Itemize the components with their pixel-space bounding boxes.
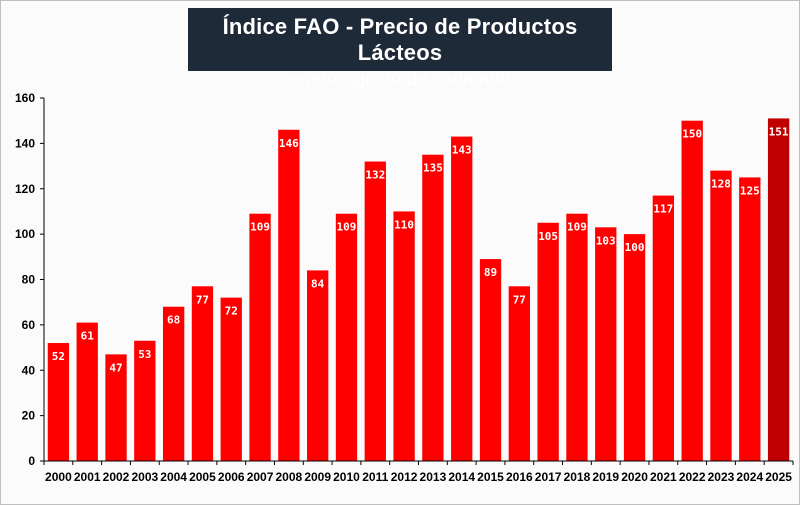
chart-title-box: Índice FAO - Precio de Productos Lácteos…: [188, 8, 612, 90]
bar: [162, 306, 185, 461]
x-tick-label: 2007: [247, 470, 274, 484]
data-label: 89: [484, 266, 497, 279]
data-label: 109: [337, 221, 357, 234]
y-tick-label: 120: [15, 182, 35, 196]
data-label: 77: [196, 293, 209, 306]
x-tick-label: 2005: [189, 470, 216, 484]
bar: [364, 161, 386, 461]
bar: [422, 154, 444, 461]
bar: [652, 195, 675, 461]
bar: [220, 297, 242, 461]
x-tick-label: 2021: [650, 470, 677, 484]
bar: [537, 222, 559, 461]
data-label: 47: [109, 361, 122, 374]
x-axis: 2000 2001 2002 2003 2004 2005 2006 2007 2008 2009…: [43, 460, 794, 484]
bar: [105, 354, 127, 461]
bars: 52 61 47 53 68 77 72 109 146 84 109 132 110 135 143 89 7…: [47, 118, 790, 461]
bar: [451, 136, 473, 461]
x-tick-label: 2018: [564, 470, 591, 484]
y-tick-label: 20: [22, 409, 36, 423]
chart-title: Índice FAO - Precio de Productos Lácteos: [222, 14, 578, 65]
data-label: 135: [423, 162, 443, 175]
data-label: 61: [81, 330, 95, 343]
x-tick-label: 2010: [333, 470, 360, 484]
x-tick-label: 2013: [420, 470, 447, 484]
bar: [134, 340, 156, 461]
x-tick-label: 2011: [362, 470, 388, 484]
x-tick-label: 2009: [304, 470, 331, 484]
bar: [710, 170, 732, 461]
data-label: 77: [513, 293, 526, 306]
data-label: 146: [279, 137, 299, 150]
bar: [335, 213, 358, 461]
bar: [76, 322, 98, 461]
bar: [566, 213, 588, 461]
x-tick-label: 2017: [535, 470, 562, 484]
y-tick-label: 140: [15, 136, 35, 150]
data-label: 117: [653, 203, 673, 216]
chart-subtitle: - enero-agosto de cada año -: [277, 69, 523, 90]
data-label: 151: [769, 125, 789, 138]
x-tick-label: 2001: [74, 470, 101, 484]
x-tick-label: 2016: [506, 470, 533, 484]
x-tick-label: 2023: [708, 470, 735, 484]
data-label: 109: [567, 221, 587, 234]
x-tick-label: 2008: [276, 470, 303, 484]
data-label: 109: [250, 221, 270, 234]
data-label: 52: [52, 350, 65, 363]
data-label: 100: [625, 241, 645, 254]
bar: [393, 211, 415, 461]
x-tick-label: 2004: [160, 470, 187, 484]
data-label: 103: [596, 234, 616, 247]
data-label: 105: [538, 230, 558, 243]
bar: [307, 270, 329, 461]
data-label: 68: [167, 314, 180, 327]
x-tick-label: 2014: [448, 470, 475, 484]
y-tick-label: 160: [15, 91, 35, 105]
x-tick-label: 2022: [679, 470, 706, 484]
bar: [508, 286, 530, 461]
y-axis: 0 20 40 60 80 100 120 140 160: [15, 91, 45, 468]
y-tick-label: 0: [28, 454, 35, 468]
y-tick-label: 40: [22, 363, 36, 377]
bar: [767, 118, 790, 461]
x-tick-label: 2019: [592, 470, 619, 484]
data-label: 125: [740, 184, 760, 197]
x-tick-label: 2015: [477, 470, 504, 484]
y-tick-label: 80: [22, 273, 36, 287]
bar: [191, 286, 214, 461]
x-tick-label: 2012: [391, 470, 418, 484]
data-label: 110: [394, 218, 414, 231]
x-tick-label: 2000: [45, 470, 72, 484]
bar: [278, 129, 300, 461]
data-label: 53: [138, 348, 151, 361]
data-label: 128: [711, 178, 731, 191]
data-label: 143: [452, 144, 472, 157]
bar: [739, 177, 761, 461]
bar: [249, 213, 271, 461]
y-tick-label: 60: [22, 318, 36, 332]
x-tick-label: 2024: [736, 470, 763, 484]
y-tick-label: 100: [15, 227, 35, 241]
bar: [479, 259, 502, 461]
data-label: 132: [365, 169, 385, 182]
x-tick-label: 2025: [765, 470, 792, 484]
data-label: 84: [311, 277, 325, 290]
data-label: 150: [682, 128, 702, 141]
x-tick-label: 2003: [131, 470, 158, 484]
bar: [681, 120, 703, 461]
bar: [47, 343, 70, 461]
x-tick-label: 2002: [103, 470, 130, 484]
data-label: 72: [225, 305, 238, 318]
x-tick-label: 2006: [218, 470, 245, 484]
bar: [595, 227, 617, 461]
x-tick-label: 2020: [621, 470, 648, 484]
bar: [623, 234, 646, 461]
